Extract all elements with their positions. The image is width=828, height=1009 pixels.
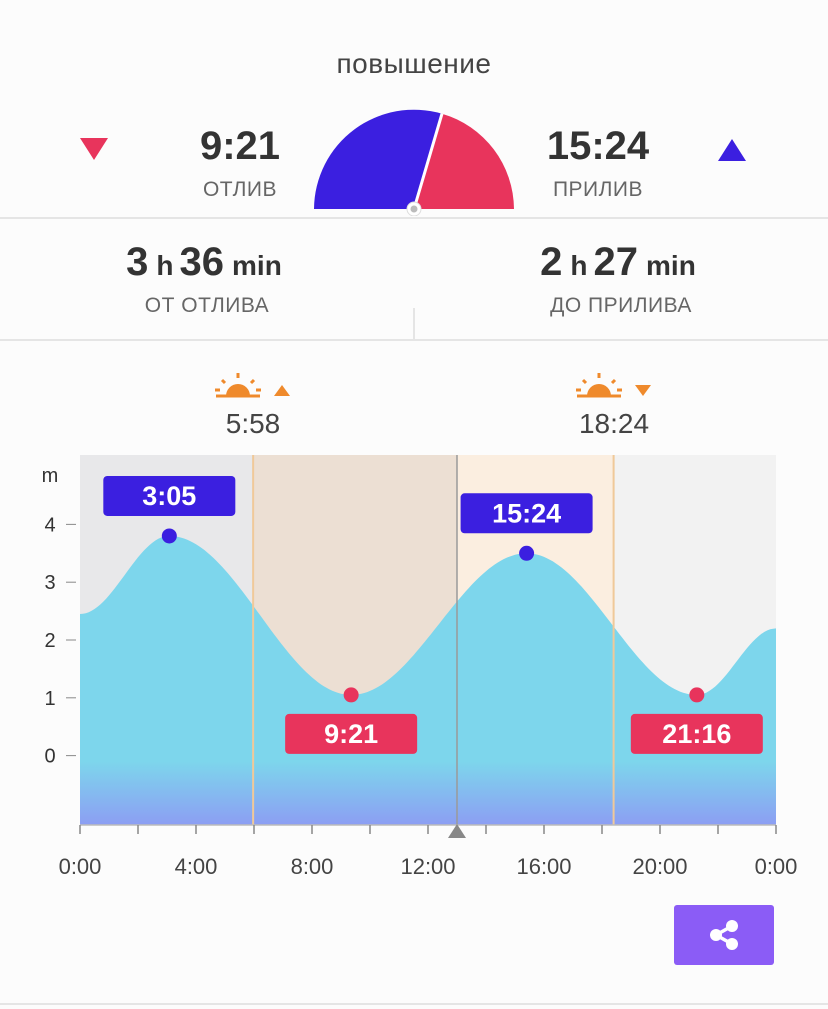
- x-tick-label: 20:00: [632, 854, 687, 879]
- divider: [0, 217, 828, 219]
- sunset-icon: [576, 373, 651, 398]
- high-tide-point: [161, 528, 177, 544]
- divider: [0, 339, 828, 341]
- x-tick-label: 12:00: [400, 854, 455, 879]
- sunset-time: 18:24: [578, 408, 650, 439]
- since-low-label: ОТ ОТЛИВА: [144, 294, 270, 317]
- y-tick-label: 2: [44, 630, 55, 652]
- low-tide-label: ОТЛИВ: [202, 178, 278, 201]
- low-tide-badge-label: 21:16: [662, 719, 731, 749]
- divider: [413, 308, 415, 340]
- high-tide-badge-label: 15:24: [492, 498, 561, 528]
- y-tick-label: 0: [44, 746, 55, 768]
- low-tide-badge: [285, 713, 418, 754]
- low-tide-point: [689, 687, 705, 703]
- low-tide-time: 9:21: [199, 124, 281, 168]
- tide-gauge: [314, 109, 514, 216]
- tide-status: повышение: [336, 48, 492, 79]
- y-tick-label: 3: [44, 572, 55, 594]
- high-tide-label: ПРИЛИВ: [552, 178, 644, 201]
- until-high-label: ДО ПРИЛИВА: [550, 294, 692, 317]
- x-tick-label: 0:00: [59, 854, 102, 879]
- share-icon: [710, 920, 738, 950]
- low-tide-badge: [630, 713, 763, 754]
- high-tide-badge-label: 3:05: [142, 481, 196, 511]
- time-until-high: 2 h 27 min: [540, 240, 696, 284]
- up-triangle-icon: [718, 139, 746, 161]
- y-tick-label: 1: [44, 688, 55, 710]
- current-time-marker: [448, 824, 466, 838]
- high-tide-badge: [103, 475, 236, 516]
- share-button[interactable]: [674, 905, 774, 965]
- x-tick-label: 16:00: [516, 854, 571, 879]
- down-triangle-icon: [80, 138, 108, 160]
- tide-chart: m 0 1 2 3 4 0:00 4:00 8:00 12:00 16:00 20:00 0:00 3:0…: [42, 455, 798, 879]
- low-tide-badge-label: 9:21: [324, 719, 378, 749]
- x-tick-label: 4:00: [175, 854, 218, 879]
- sunrise-icon: [215, 373, 290, 398]
- x-tick-label: 0:00: [755, 854, 798, 879]
- y-axis-label: m: [42, 465, 59, 487]
- divider: [0, 1003, 828, 1005]
- low-tide-point: [343, 687, 359, 703]
- time-since-low: 3 h 36 min: [126, 240, 282, 284]
- y-tick-label: 4: [44, 514, 55, 536]
- high-tide-point: [519, 545, 535, 561]
- high-tide-time: 15:24: [546, 124, 650, 168]
- x-tick-label: 8:00: [291, 854, 334, 879]
- sunrise-time: 5:58: [225, 408, 281, 439]
- high-tide-badge: [460, 493, 593, 534]
